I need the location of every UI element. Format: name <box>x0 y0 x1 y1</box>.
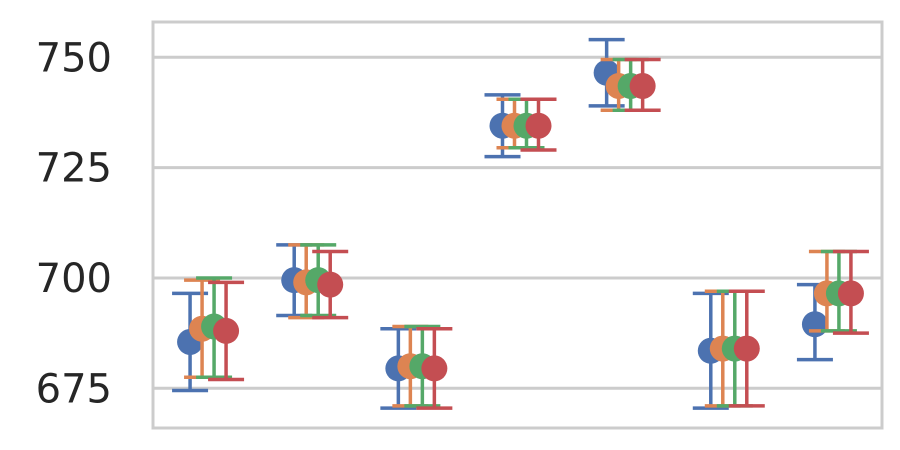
y-tick-labels: 675 700 725 750 <box>36 35 112 412</box>
series-4 <box>208 57 869 410</box>
gridlines <box>153 55 882 390</box>
data-point <box>837 280 864 307</box>
data-point <box>525 112 552 139</box>
data-point <box>213 317 240 344</box>
data-point <box>317 271 344 298</box>
y-tick-label: 725 <box>36 146 112 192</box>
data-point <box>801 311 828 338</box>
y-tick-label: 750 <box>36 35 112 81</box>
data-point <box>733 335 760 362</box>
plot-frame <box>151 20 884 430</box>
y-tick-label: 675 <box>36 366 112 412</box>
y-tick-label: 700 <box>36 256 112 302</box>
data-point <box>421 355 448 382</box>
data-point <box>629 72 656 99</box>
series-group <box>172 37 869 410</box>
